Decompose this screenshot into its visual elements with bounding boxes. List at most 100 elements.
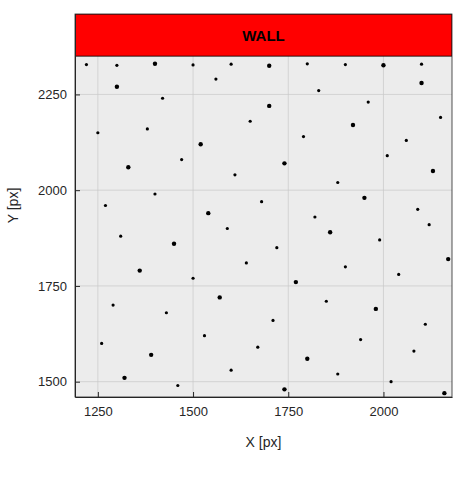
particle (85, 63, 88, 66)
wall-band (75, 14, 452, 56)
particle (344, 63, 347, 66)
particle (245, 261, 248, 264)
plot-frame (75, 14, 452, 397)
particle (153, 62, 157, 66)
particle (165, 311, 168, 314)
annotation: WALL (242, 27, 285, 44)
particle (172, 242, 176, 246)
particle (306, 62, 309, 65)
grid-line (383, 14, 384, 397)
particle (313, 215, 316, 218)
tick: 2250 (38, 87, 80, 102)
tick: 1750 (38, 279, 80, 294)
tick-label: 2250 (38, 87, 67, 102)
tick-label: 2000 (369, 404, 398, 419)
grid-line (75, 285, 452, 286)
grid-line (75, 190, 452, 191)
particle (386, 154, 389, 157)
tick-mark (193, 392, 194, 397)
particle (146, 127, 149, 130)
particle (317, 89, 320, 92)
particle (260, 200, 263, 203)
particle (233, 173, 236, 176)
particle (206, 211, 210, 215)
grid-line (75, 94, 452, 95)
tick-mark (75, 286, 80, 287)
particle (275, 246, 278, 249)
particle (420, 63, 423, 66)
tick-mark (75, 94, 80, 95)
particle (412, 349, 415, 352)
particle (198, 142, 202, 146)
tick-label: 1750 (38, 279, 67, 294)
marks (75, 14, 452, 395)
particle (431, 169, 435, 173)
particle (389, 380, 392, 383)
particle (230, 63, 233, 66)
particle (305, 357, 309, 361)
particle (180, 158, 183, 161)
tick: 1500 (179, 392, 208, 419)
particle (378, 238, 381, 241)
tick-mark (75, 382, 80, 383)
particle (191, 63, 194, 66)
tick: 2000 (369, 392, 398, 419)
grid-line (193, 14, 194, 397)
tick-label: 1500 (179, 404, 208, 419)
x-axis-title: X [px] (246, 434, 282, 450)
tick-label: 1500 (38, 374, 67, 389)
particle (256, 346, 259, 349)
plot-background (75, 14, 452, 397)
tick-mark (75, 190, 80, 191)
particle (336, 181, 339, 184)
tick: 1750 (274, 392, 303, 419)
particle (267, 64, 271, 68)
particle (203, 334, 206, 337)
grid (75, 14, 452, 397)
particle (374, 307, 378, 311)
particle (226, 227, 229, 230)
particle (218, 295, 222, 299)
particle (122, 376, 126, 380)
particle (397, 273, 400, 276)
y-axis-title: Y [px] (5, 188, 21, 224)
particle (439, 116, 442, 119)
tick: 1500 (38, 374, 80, 389)
particle (428, 223, 431, 226)
particle (282, 387, 286, 391)
tick-label: 2000 (38, 183, 67, 198)
particle (381, 63, 385, 67)
particle (405, 139, 408, 142)
particle (325, 300, 328, 303)
particle (351, 123, 355, 127)
tick: 2000 (38, 183, 80, 198)
particle (176, 384, 179, 387)
particle (100, 342, 103, 345)
particle (96, 131, 99, 134)
grid-line (97, 14, 98, 397)
y-axis: 1500 1750 2000 2250 (38, 15, 80, 398)
particle (267, 104, 271, 108)
particle (214, 78, 217, 81)
particle (153, 192, 156, 195)
tick-mark (383, 392, 384, 397)
tick-label: 1250 (84, 404, 113, 419)
particle (336, 372, 339, 375)
particle (328, 230, 332, 234)
particle (446, 257, 450, 261)
particle (302, 135, 305, 138)
particle (126, 165, 130, 169)
particle (416, 208, 419, 211)
particle (367, 100, 370, 103)
particle (111, 303, 114, 306)
grid-line (75, 381, 452, 382)
particle (424, 323, 427, 326)
particle (419, 81, 423, 85)
tick-mark (288, 392, 289, 397)
particle (344, 265, 347, 268)
particle (161, 97, 164, 100)
particle (119, 235, 122, 238)
particle (115, 85, 119, 89)
grid-line (288, 14, 289, 397)
particle (249, 120, 252, 123)
